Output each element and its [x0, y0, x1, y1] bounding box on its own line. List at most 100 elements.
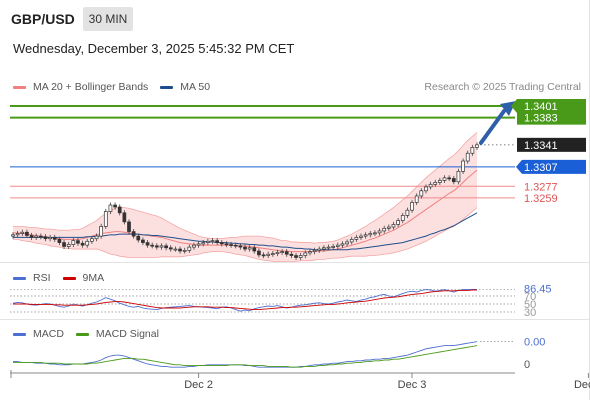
- legend-item-macd-signal: MACD Signal: [75, 328, 159, 340]
- timeframe-button[interactable]: 30 MIN: [83, 7, 133, 31]
- candle: [359, 233, 363, 240]
- price-levels: [10, 105, 515, 199]
- level-label-pointer: [511, 99, 517, 114]
- candle: [229, 241, 233, 248]
- candle: [368, 230, 373, 238]
- arrow-shaft: [479, 109, 506, 145]
- candle: [80, 240, 85, 248]
- rsi-tick-label: 50: [524, 299, 536, 311]
- candle: [145, 239, 150, 248]
- candle: [25, 229, 29, 239]
- rsi-legend: RSI 9MA: [13, 272, 116, 284]
- svg-text:1.3401: 1.3401: [524, 101, 558, 113]
- candlesticks: [11, 142, 479, 261]
- legend-swatch-ma50: [160, 85, 174, 89]
- candle: [247, 245, 252, 252]
- candle: [294, 252, 298, 261]
- candle: [113, 202, 117, 210]
- candle: [173, 246, 178, 252]
- candle: [303, 250, 308, 259]
- candle: [298, 252, 303, 261]
- candle: [405, 207, 410, 218]
- x-tick-label: Dec 3: [398, 379, 427, 391]
- candle: [391, 221, 396, 230]
- candle: [164, 243, 168, 251]
- x-axis: Dec 2 Dec 3 Dec 4: [10, 370, 590, 391]
- level-label-1-3259: 1.3259: [524, 193, 558, 205]
- candle: [38, 233, 43, 240]
- candle: [71, 238, 76, 248]
- candle: [340, 241, 345, 248]
- svg-text:1.3307: 1.3307: [524, 162, 558, 174]
- bollinger-lower: [13, 207, 478, 262]
- candle: [289, 251, 294, 259]
- legend-label-macd-signal: MACD Signal: [95, 328, 159, 340]
- legend-swatch-9ma: [62, 276, 76, 280]
- candle: [275, 249, 280, 257]
- level-label-1-3307: 1.3307: [516, 159, 586, 174]
- candle: [284, 249, 289, 257]
- macd-zero-label: 0: [524, 359, 530, 371]
- candle: [52, 234, 57, 242]
- bollinger-upper: [13, 132, 478, 244]
- chart-header: GBP/USD 30 MIN: [0, 0, 590, 34]
- legend-swatch-rsi: [13, 276, 26, 280]
- candle: [136, 233, 141, 243]
- copyright-text: Research © 2025 Trading Central: [424, 81, 581, 93]
- candle: [386, 224, 391, 231]
- candle: [131, 228, 136, 239]
- chart-datetime: Wednesday, December 3, 2025 5:45:32 PM C…: [13, 41, 295, 56]
- rsi-series-rsi: [12, 288, 477, 312]
- arrow-head: [500, 101, 516, 117]
- candle: [224, 241, 229, 248]
- candle: [308, 249, 312, 256]
- x-tick-label: Dec 2: [184, 379, 213, 391]
- level-label-1-3383: 1.3383: [517, 110, 586, 125]
- legend-swatch-ma20: [13, 85, 26, 89]
- candle: [257, 248, 261, 258]
- candle: [243, 244, 247, 252]
- candle: [451, 175, 456, 185]
- candle: [178, 246, 182, 254]
- candle: [424, 184, 428, 194]
- legend-swatch-macd: [13, 332, 26, 336]
- candle: [215, 238, 220, 246]
- legend-label-ma50: MA 50: [180, 81, 211, 93]
- candle: [29, 232, 34, 240]
- candle: [312, 247, 317, 255]
- candle: [410, 199, 414, 213]
- legend-label-9ma: 9MA: [82, 272, 105, 284]
- level-label-1-3341: 1.3341: [517, 137, 586, 152]
- candle: [326, 244, 331, 251]
- level-label-1-3277: 1.3277: [524, 181, 558, 193]
- candle: [15, 230, 20, 238]
- main-legend: MA 20 + Bollinger Bands MA 50: [13, 81, 222, 93]
- macd-panel: 0.00 0: [13, 337, 545, 371]
- candle: [117, 204, 122, 216]
- legend-label-ma20: MA 20 + Bollinger Bands: [33, 81, 149, 93]
- svg-text:1.3341: 1.3341: [524, 140, 558, 152]
- candle: [206, 238, 210, 246]
- candle: [261, 252, 266, 259]
- candle: [154, 243, 159, 250]
- candle: [233, 242, 238, 249]
- legend-label-macd: MACD: [33, 328, 64, 340]
- candle: [48, 234, 52, 242]
- candle: [76, 238, 80, 246]
- candle: [57, 236, 62, 246]
- legend-item-ma50: MA 50: [160, 81, 210, 93]
- candle: [382, 225, 387, 234]
- candle: [159, 243, 164, 250]
- rsi-tick-label: 70: [524, 291, 536, 303]
- candle: [85, 238, 90, 248]
- candle: [108, 202, 113, 215]
- candle: [238, 243, 243, 250]
- panel-divider-macd: [0, 319, 590, 320]
- candle: [419, 188, 424, 199]
- candle: [438, 177, 442, 185]
- panel-divider-rsi: [0, 262, 590, 263]
- candle: [363, 232, 368, 239]
